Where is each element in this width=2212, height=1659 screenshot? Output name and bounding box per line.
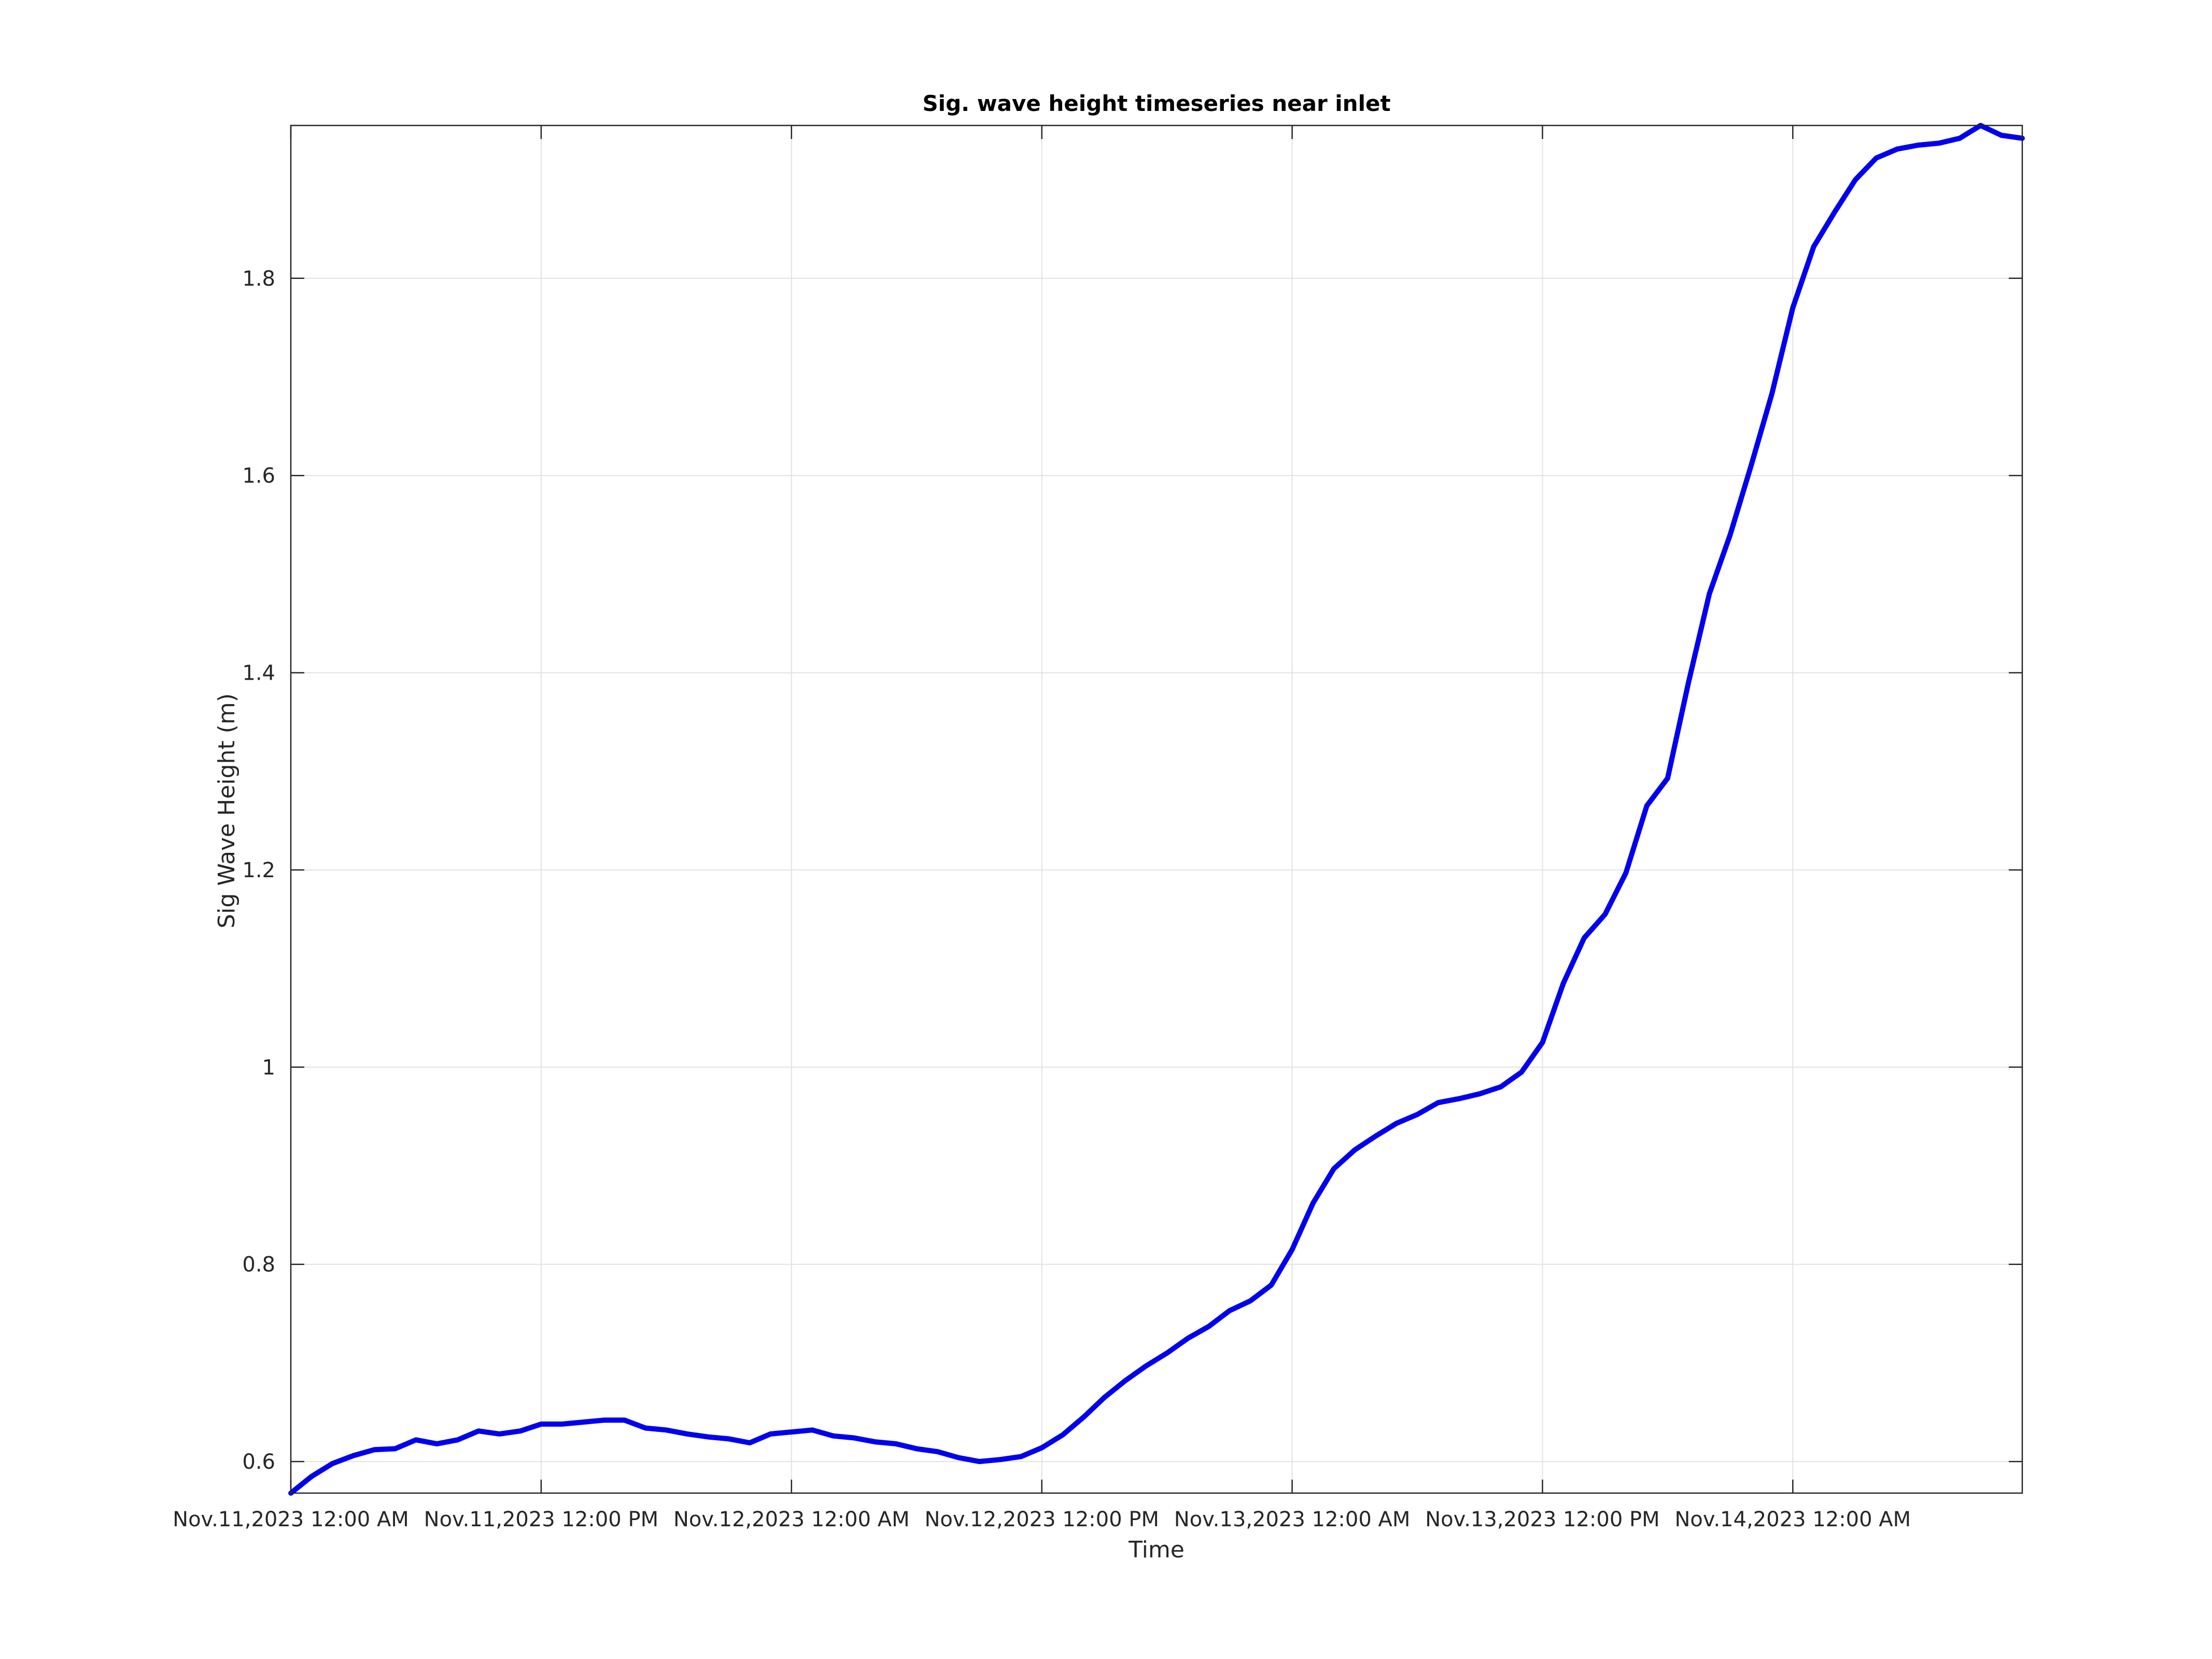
axis-ticks: Nov.11,2023 12:00 AM Nov.11,2023 12:00 PM…	[173, 125, 2022, 1531]
y-tick-label: 1.6	[242, 464, 275, 488]
x-tick-label: Nov.14,2023 12:00 AM	[1675, 1508, 1911, 1531]
x-tick-label: Nov.11,2023 12:00 PM	[424, 1508, 658, 1531]
plot-frame	[290, 124, 2023, 1494]
y-tick-label: 1.4	[242, 662, 275, 685]
data-points	[290, 125, 2023, 1494]
x-tick-label: Nov.13,2023 12:00 PM	[1425, 1508, 1659, 1531]
x-tick-label: Nov.12,2023 12:00 AM	[673, 1508, 910, 1531]
y-axis-label: Sig Wave Height (m)	[214, 693, 240, 928]
series-line-sig-wave-height	[288, 123, 2025, 1496]
x-axis-label: Time	[1128, 1537, 1185, 1563]
grid-lines	[290, 125, 2022, 1493]
x-tick-label: Nov.12,2023 12:00 PM	[924, 1508, 1159, 1531]
y-tick-label: 0.8	[242, 1253, 275, 1277]
y-tick-label: 1.2	[242, 859, 275, 882]
x-tick-label: Nov.11,2023 12:00 AM	[173, 1508, 409, 1531]
y-tick-label: 1.8	[242, 267, 275, 291]
x-tick-label: Nov.13,2023 12:00 AM	[1174, 1508, 1411, 1531]
y-tick-label: 1	[262, 1056, 275, 1079]
y-tick-label: 0.6	[242, 1450, 275, 1474]
chart-title: Sig. wave height timeseries near inlet	[922, 91, 1390, 116]
